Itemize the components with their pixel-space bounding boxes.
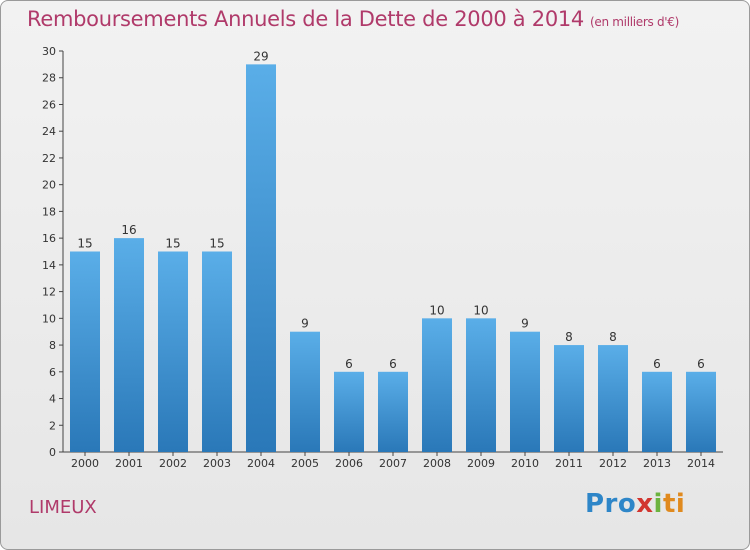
y-tick-label: 26 xyxy=(42,98,56,111)
data-label: 6 xyxy=(389,357,397,371)
bar xyxy=(510,331,540,452)
data-label: 9 xyxy=(301,317,309,331)
x-tick-label: 2008 xyxy=(423,457,451,470)
x-tick-label: 2003 xyxy=(203,457,231,470)
chart-title-text: Remboursements Annuels de la Dette de 20… xyxy=(27,7,584,31)
bar xyxy=(378,371,408,452)
x-tick-label: 2001 xyxy=(115,457,143,470)
y-tick-label: 30 xyxy=(42,45,56,58)
bars xyxy=(70,64,716,452)
data-label: 29 xyxy=(253,49,268,63)
data-label: 16 xyxy=(121,223,136,237)
y-tick-label: 14 xyxy=(42,259,56,272)
data-label: 10 xyxy=(473,303,488,317)
x-tick-label: 2013 xyxy=(643,457,671,470)
data-label: 15 xyxy=(77,237,92,251)
x-tick-label: 2004 xyxy=(247,457,275,470)
data-label: 10 xyxy=(429,303,444,317)
y-tick-label: 16 xyxy=(42,232,56,245)
proxiti-logo: Proxiti xyxy=(585,489,685,519)
logo-part-3: i xyxy=(653,489,663,519)
bar xyxy=(70,251,100,452)
logo-part-4: ti xyxy=(662,489,686,519)
x-tick-label: 2009 xyxy=(467,457,495,470)
data-label: 6 xyxy=(653,357,661,371)
data-label: 6 xyxy=(345,357,353,371)
bar xyxy=(114,238,144,452)
y-tick-label: 22 xyxy=(42,152,56,165)
chart-subtitle: (en milliers d'€) xyxy=(590,15,680,29)
data-label: 15 xyxy=(165,237,180,251)
logo-part-1: Pro xyxy=(585,489,637,519)
x-tick-label: 2005 xyxy=(291,457,319,470)
y-tick-label: 8 xyxy=(49,339,56,352)
x-tick-label: 2010 xyxy=(511,457,539,470)
bar xyxy=(202,251,232,452)
y-tick-label: 10 xyxy=(42,312,56,325)
y-tick-label: 20 xyxy=(42,179,56,192)
y-tick-label: 18 xyxy=(42,205,56,218)
bar xyxy=(158,251,188,452)
y-tick-label: 24 xyxy=(42,125,56,138)
bar xyxy=(422,318,452,452)
x-tick-label: 2014 xyxy=(687,457,715,470)
x-tick-label: 2000 xyxy=(71,457,99,470)
y-tick-label: 0 xyxy=(49,446,56,459)
y-tick-label: 12 xyxy=(42,286,56,299)
logo-part-2: x xyxy=(636,489,654,519)
data-label: 9 xyxy=(521,317,529,331)
bar xyxy=(334,371,364,452)
bar xyxy=(598,345,628,452)
labels: 15 2000 16 2001 15 2002 15 2003 29 2004 9 2005 6 2006… xyxy=(71,49,715,470)
data-label: 8 xyxy=(565,330,573,344)
x-tick-label: 2007 xyxy=(379,457,407,470)
y-tick-label: 28 xyxy=(42,72,56,85)
x-tick-label: 2012 xyxy=(599,457,627,470)
x-tick-label: 2002 xyxy=(159,457,187,470)
y-tick-label: 2 xyxy=(49,419,56,432)
bar xyxy=(686,371,716,452)
x-tick-label: 2011 xyxy=(555,457,583,470)
bar xyxy=(290,331,320,452)
bar xyxy=(554,345,584,452)
y-tick-label: 4 xyxy=(49,393,56,406)
bar xyxy=(642,371,672,452)
data-label: 6 xyxy=(697,357,705,371)
data-label: 8 xyxy=(609,330,617,344)
bar xyxy=(246,64,276,452)
x-tick-label: 2006 xyxy=(335,457,363,470)
data-label: 15 xyxy=(209,237,224,251)
y-tick-label: 6 xyxy=(49,366,56,379)
chart-title: Remboursements Annuels de la Dette de 20… xyxy=(27,7,679,31)
commune-name: LIMEUX xyxy=(29,497,97,518)
bar xyxy=(466,318,496,452)
